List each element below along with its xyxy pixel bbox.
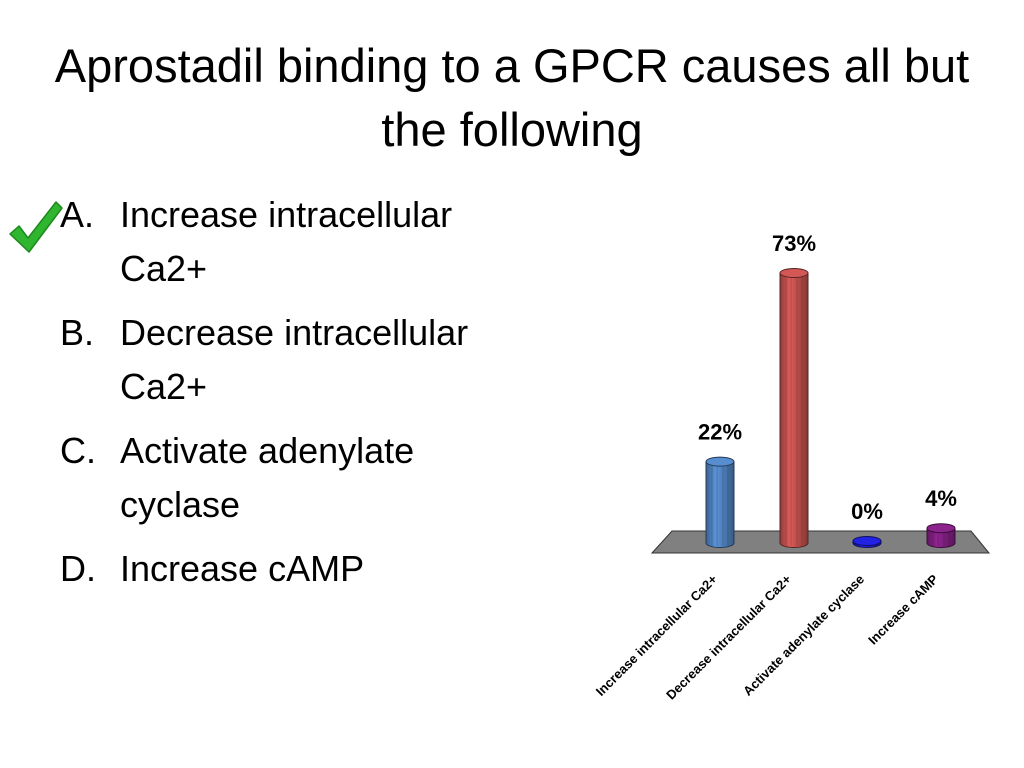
bar-4	[926, 527, 956, 548]
category-label-1: Increase intracellular Ca2+	[593, 571, 721, 699]
answer-option-c: C. Activate adenylate cyclase	[60, 424, 500, 532]
answer-text: Decrease intracellular Ca2+	[120, 312, 469, 407]
value-label-3: 0%	[851, 499, 883, 524]
bar-4-cap	[926, 523, 956, 534]
bar-2-cap	[779, 268, 809, 278]
answer-letter: A.	[60, 194, 95, 235]
answer-letter: B.	[60, 312, 95, 353]
answer-option-d: D. Increase cAMP	[60, 542, 500, 596]
category-label-3: Activate adenylate cyclase	[740, 572, 867, 699]
bar-2	[779, 272, 809, 548]
answer-list: A. Increase intracellular Ca2+ B. Decrea…	[60, 188, 500, 606]
value-label-4: 4%	[925, 486, 957, 511]
answer-option-a: A. Increase intracellular Ca2+	[60, 188, 500, 296]
bar-1	[705, 461, 735, 548]
answer-option-b: B. Decrease intracellular Ca2+	[60, 306, 500, 414]
answer-text: Increase intracellular Ca2+	[120, 194, 453, 289]
value-label-1: 22%	[698, 420, 742, 445]
slide-title: Aprostadil binding to a GPCR causes all …	[54, 39, 970, 156]
answer-letter: C.	[60, 430, 96, 471]
answer-text: Activate adenylate cyclase	[120, 430, 415, 525]
answer-text: Increase cAMP	[120, 548, 365, 589]
chart-floor	[650, 530, 991, 554]
category-label-4: Increase cAMP	[865, 571, 941, 647]
bar-3-cap	[852, 536, 882, 546]
checkmark-icon	[9, 201, 63, 253]
response-bar-chart: 22% 73% 0% 4% Increase intracellular Ca2+Dec…	[593, 231, 991, 702]
category-label-2: Decrease intracellular Ca2+	[663, 571, 794, 702]
value-label-2: 73%	[772, 231, 816, 256]
answer-letter: D.	[60, 548, 96, 589]
bar-1-cap	[705, 456, 735, 467]
